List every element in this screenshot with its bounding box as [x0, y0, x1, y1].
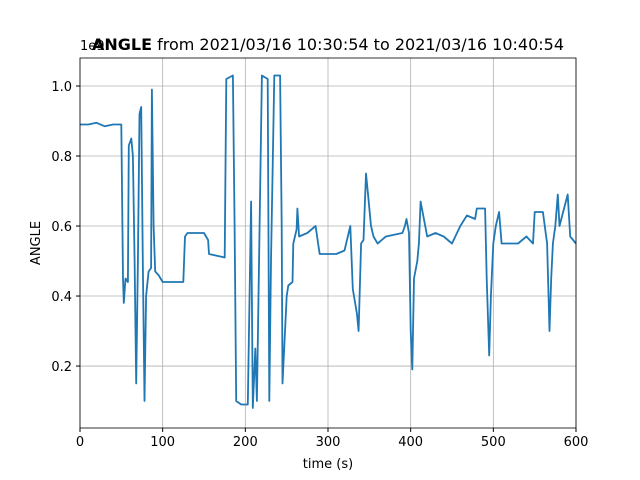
data-line [80, 74, 577, 409]
x-axis-label: time (s) [303, 457, 353, 472]
plot-frame [79, 57, 577, 429]
x-tick-label: 500 [481, 435, 506, 450]
chart-title: ANGLE from 2021/03/16 10:30:54 to 2021/0… [92, 35, 564, 54]
y-tick-label: 0.2 [51, 360, 72, 375]
y-tick-label: 1.0 [51, 80, 72, 95]
x-tick-label: 200 [233, 435, 258, 450]
x-tick-label: 600 [564, 435, 589, 450]
y-tick-label: 0.8 [51, 150, 72, 165]
x-tick-label: 100 [150, 435, 175, 450]
y-axis-label: ANGLE [29, 221, 44, 265]
y-tick-label: 0.4 [51, 290, 72, 305]
x-tick-label: 300 [316, 435, 341, 450]
title-bold: ANGLE [92, 35, 152, 54]
x-tick-label: 0 [76, 435, 84, 450]
y-offset: 1e9 [80, 39, 105, 54]
y-tick-label: 0.6 [51, 220, 72, 235]
title-text: from 2021/03/16 10:30:54 to 2021/03/16 1… [157, 35, 564, 54]
x-tick-label: 400 [398, 435, 423, 450]
